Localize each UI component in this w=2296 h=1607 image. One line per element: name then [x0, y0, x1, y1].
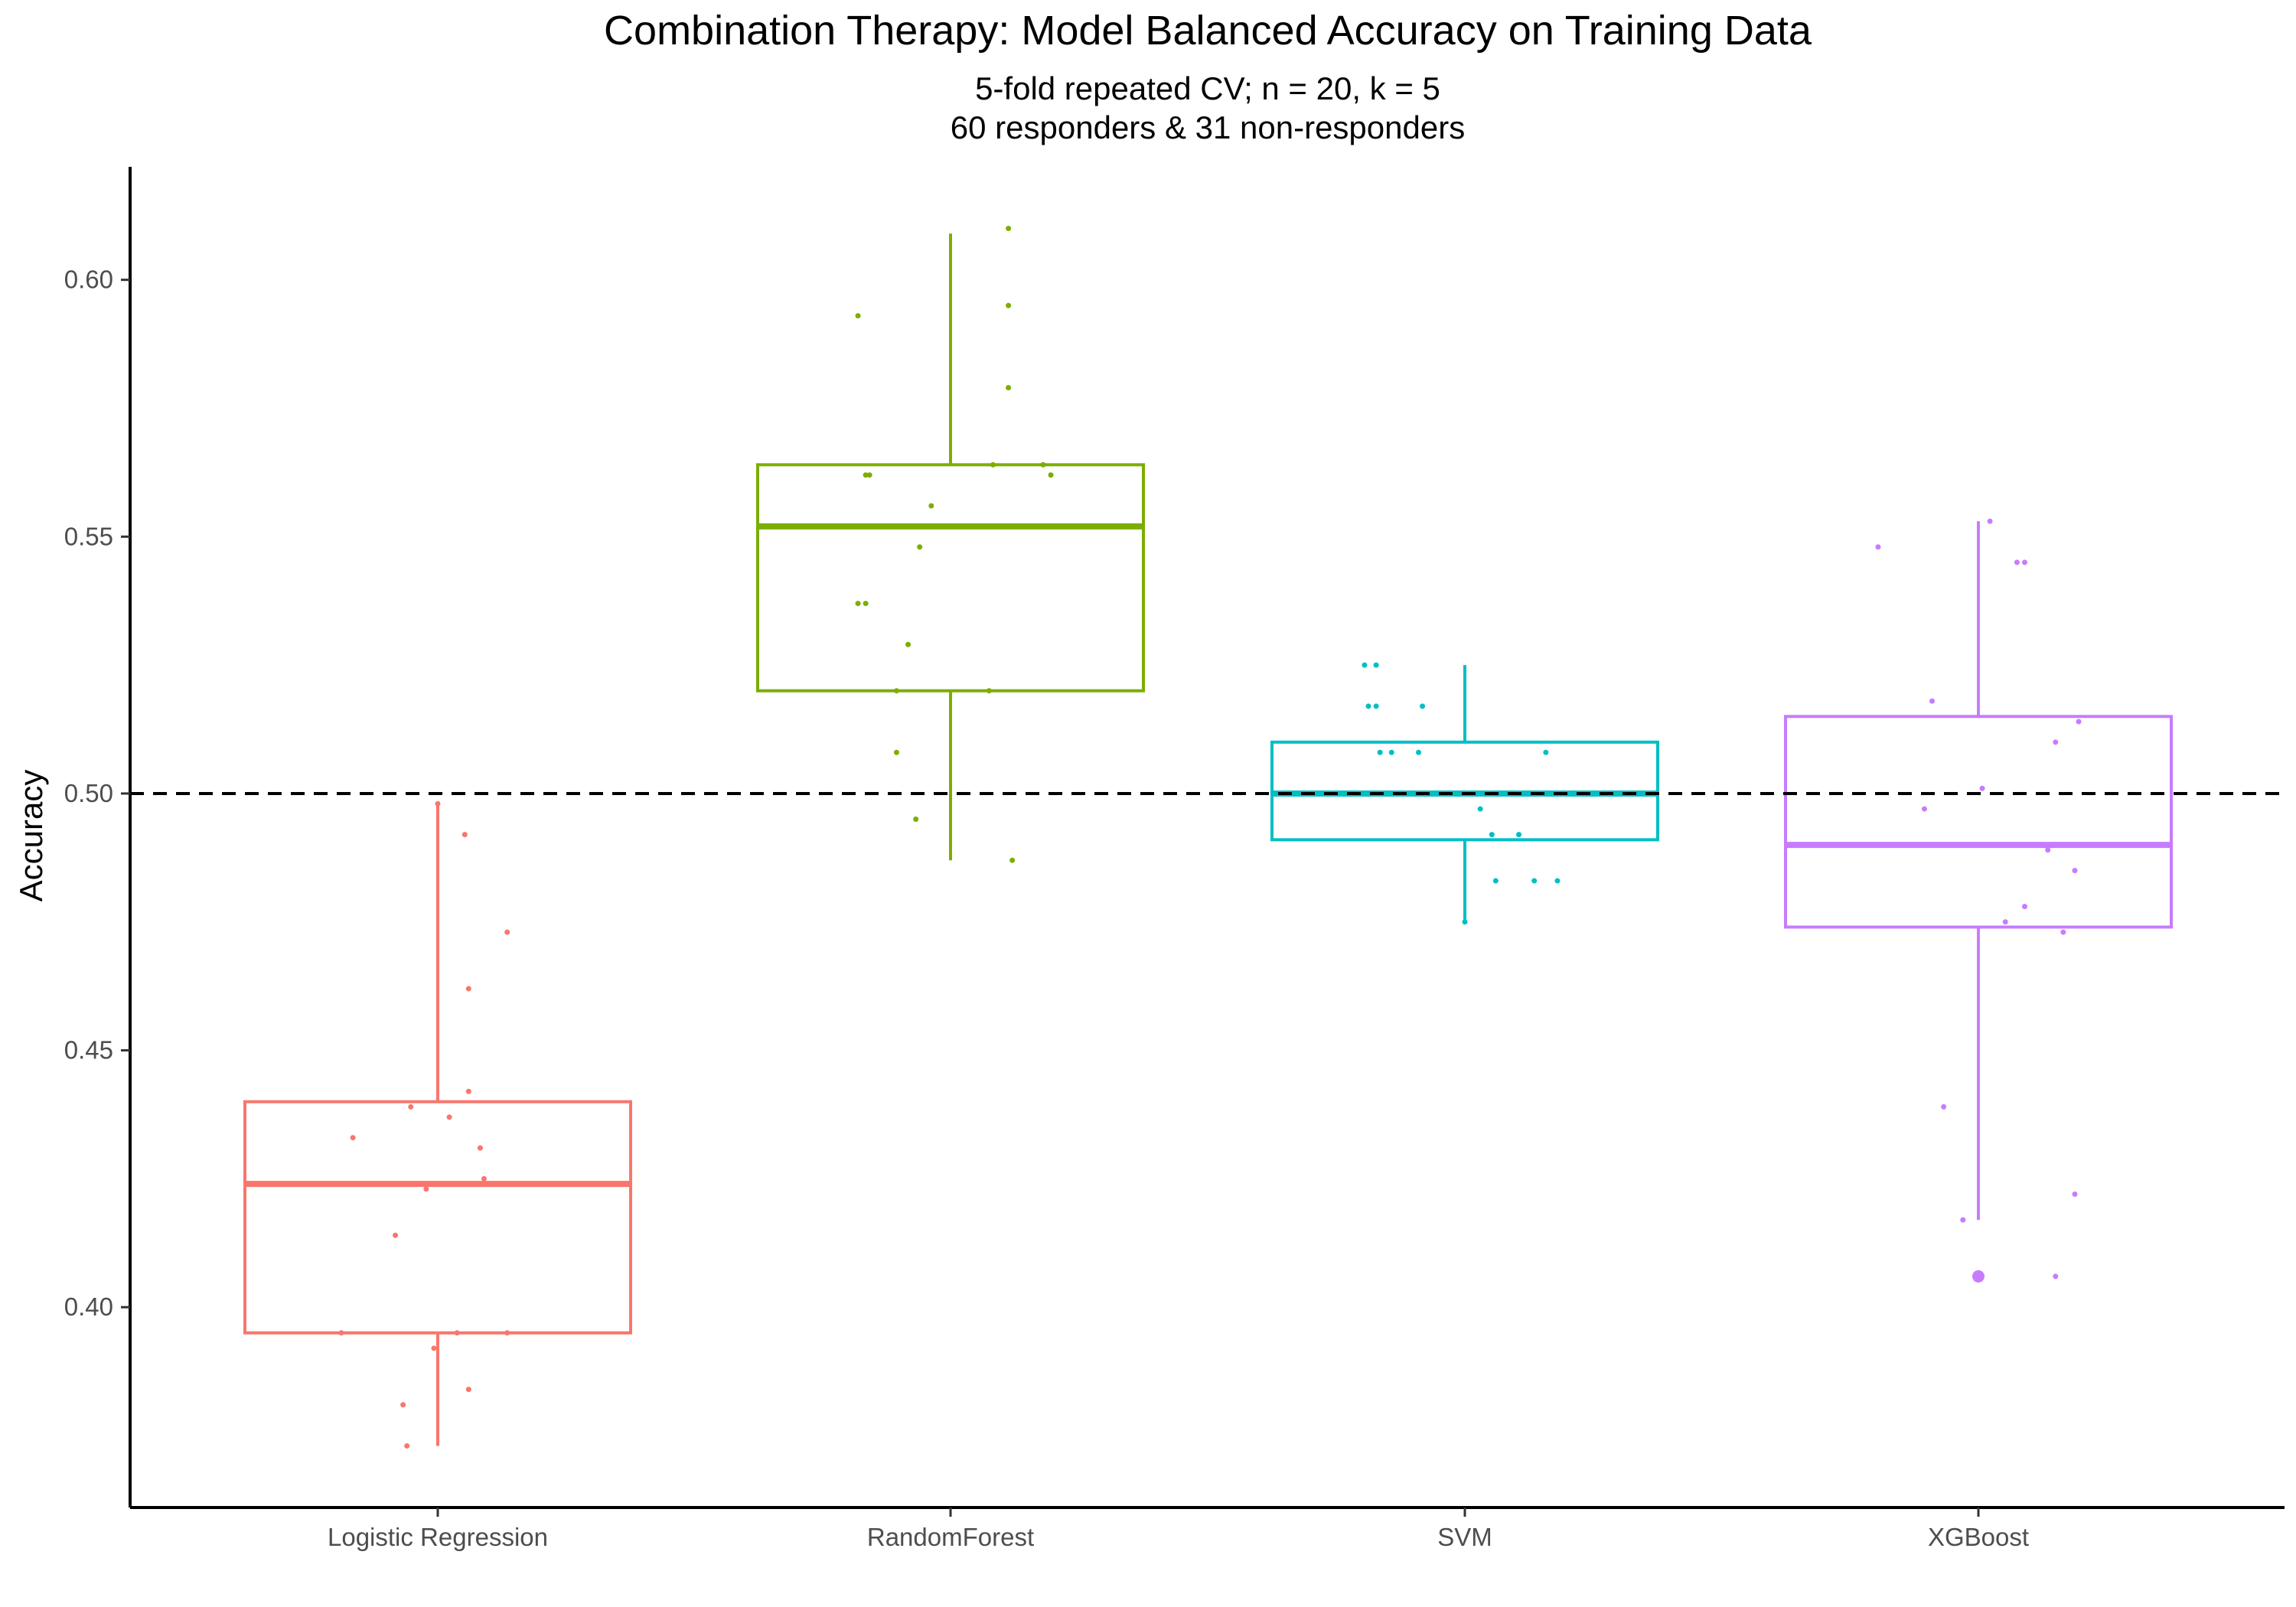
logistic-regression-data-point: [465, 986, 471, 992]
xgboost-data-point: [1941, 1103, 1947, 1110]
randomforest-box: [756, 463, 1145, 693]
logistic-regression-data-point: [461, 832, 468, 838]
y-tick-label: 0.50: [64, 779, 113, 807]
svm-data-point: [1373, 662, 1379, 668]
y-axis-label: Accuracy: [13, 770, 49, 902]
randomforest-data-point: [1040, 461, 1046, 468]
xgboost-box: [1784, 715, 2173, 929]
xgboost-data-point: [1979, 785, 1985, 791]
logistic-regression-box: [243, 1100, 632, 1335]
xgboost-data-point: [1894, 842, 1900, 848]
randomforest-data-point: [893, 749, 899, 755]
randomforest-data-point: [866, 472, 872, 478]
svm-data-point: [1570, 790, 1576, 797]
randomforest-data-point: [928, 503, 934, 509]
svm-data-point: [1543, 749, 1549, 755]
svm-data-point: [1416, 749, 1422, 755]
xgboost-data-point: [1921, 806, 1927, 812]
logistic-regression-data-point: [477, 1145, 483, 1151]
logistic-regression-data-point: [404, 1442, 410, 1449]
randomforest-data-point: [990, 461, 996, 468]
svm-data-point: [1373, 703, 1379, 709]
svm-data-point: [1554, 878, 1561, 884]
xgboost-data-point: [2076, 719, 2082, 725]
randomforest-data-point: [863, 601, 869, 607]
svm-data-point: [1362, 662, 1368, 668]
xgboost-data-point: [2053, 1273, 2059, 1279]
randomforest-data-point: [855, 313, 861, 319]
svm-data-point: [1431, 790, 1437, 797]
xgboost-data-point: [2014, 559, 2020, 566]
randomforest-data-point: [1006, 302, 1012, 308]
svm-data-point: [1365, 703, 1371, 709]
svm-data-point: [1531, 878, 1538, 884]
randomforest-data-point: [1048, 472, 1054, 478]
plot-area: 0.40 0.45 0.50 0.55 0.60 Logistic Regression R…: [64, 167, 2285, 1551]
xgboost-data-point: [2021, 904, 2027, 910]
logistic-regression-data-point: [435, 800, 441, 807]
y-tick-label: 0.45: [64, 1036, 113, 1064]
svm-data-point: [1524, 790, 1530, 797]
xgboost-data-point: [1875, 544, 1881, 550]
logistic-regression-data-point: [465, 1387, 471, 1393]
svm-data-point: [1388, 749, 1394, 755]
svm-data-point: [1492, 878, 1499, 884]
randomforest-data-point: [986, 688, 992, 694]
svm-data-point: [1477, 806, 1483, 812]
svm-data-point: [1420, 703, 1426, 709]
y-tick-label: 0.40: [64, 1292, 113, 1321]
randomforest-data-point: [913, 817, 919, 823]
svm-data-point: [1462, 919, 1468, 925]
x-tick-label: RandomForest: [867, 1523, 1034, 1551]
logistic-regression-data-point: [504, 1330, 510, 1336]
chart-subtitle-line-2: 60 responders & 31 non-responders: [951, 109, 1465, 145]
xgboost-data-point: [1960, 1217, 1966, 1223]
randomforest-data-point: [1009, 857, 1016, 863]
logistic-regression-data-point: [393, 1232, 399, 1238]
xgboost-data-point: [2045, 847, 2051, 853]
xgboost-data-point: [1987, 518, 1993, 524]
y-tick-label: 0.60: [64, 266, 113, 294]
xgboost-data-point: [2072, 1191, 2078, 1198]
randomforest-data-point: [1006, 226, 1012, 232]
chart-subtitle-line-1: 5-fold repeated CV; n = 20, k = 5: [975, 70, 1440, 106]
randomforest-data-point: [893, 688, 899, 694]
logistic-regression-data-point: [350, 1135, 356, 1141]
logistic-regression-data-point: [481, 1175, 487, 1182]
svm-data-point: [1516, 832, 1522, 838]
randomforest-data-point: [905, 641, 912, 647]
xgboost-data-point: [2053, 739, 2059, 745]
xgboost-data-point: [2021, 559, 2027, 566]
xgboost-data-point: [2002, 919, 2008, 925]
logistic-regression-data-point: [423, 1186, 429, 1192]
xgboost-data-point: [2060, 929, 2066, 935]
chart-title: Combination Therapy: Model Balanced Accu…: [604, 8, 1812, 54]
logistic-regression-data-point: [400, 1402, 406, 1408]
logistic-regression-data-point: [338, 1330, 344, 1336]
xgboost-outlier: [1972, 1270, 1985, 1283]
logistic-regression-data-point: [504, 929, 510, 935]
logistic-regression-data-point: [408, 1103, 414, 1110]
logistic-regression-data-point: [454, 1330, 460, 1336]
x-tick-label: SVM: [1437, 1523, 1492, 1551]
randomforest-data-point: [917, 544, 923, 550]
randomforest-data-point: [863, 472, 869, 478]
randomforest-data-point: [1006, 385, 1012, 391]
logistic-regression-data-point: [446, 1114, 452, 1120]
logistic-regression-data-point: [465, 1088, 471, 1094]
xgboost-data-point: [1929, 698, 1936, 704]
x-tick-label: Logistic Regression: [328, 1523, 548, 1551]
xgboost-data-point: [1917, 842, 1923, 848]
xgboost-data-point: [2072, 868, 2078, 874]
svm-data-point: [1377, 749, 1383, 755]
logistic-regression-data-point: [431, 1345, 437, 1351]
y-tick-label: 0.55: [64, 522, 113, 550]
x-tick-label: XGBoost: [1928, 1523, 2029, 1551]
svm-data-point: [1489, 832, 1495, 838]
randomforest-data-point: [855, 601, 861, 607]
